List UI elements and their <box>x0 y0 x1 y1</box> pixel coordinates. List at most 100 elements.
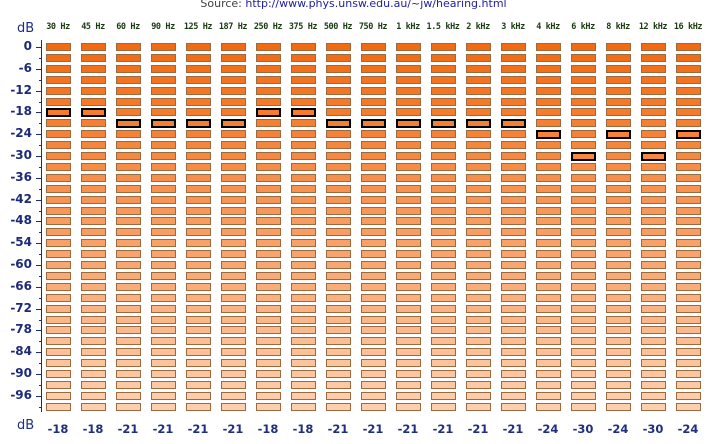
level-button[interactable] <box>536 119 561 128</box>
level-button[interactable] <box>221 304 246 313</box>
level-button[interactable] <box>361 370 386 378</box>
level-button[interactable] <box>641 228 666 237</box>
level-button[interactable] <box>361 206 386 215</box>
level-button[interactable] <box>186 326 211 335</box>
level-button-selected[interactable] <box>256 108 281 118</box>
level-button[interactable] <box>536 97 561 106</box>
level-button[interactable] <box>81 53 106 62</box>
level-button[interactable] <box>571 293 596 302</box>
level-button[interactable] <box>186 348 211 357</box>
level-button[interactable] <box>291 315 316 324</box>
level-button[interactable] <box>81 206 106 215</box>
level-button[interactable] <box>221 152 246 160</box>
level-button[interactable] <box>256 391 281 400</box>
level-button[interactable] <box>291 130 316 139</box>
level-button[interactable] <box>81 380 106 389</box>
level-button[interactable] <box>501 402 526 411</box>
level-button[interactable] <box>606 239 631 248</box>
level-button[interactable] <box>466 380 491 389</box>
level-button[interactable] <box>536 43 561 51</box>
level-button[interactable] <box>641 97 666 106</box>
level-button[interactable] <box>431 162 456 171</box>
level-button[interactable] <box>151 141 176 150</box>
level-button[interactable] <box>536 348 561 357</box>
level-button[interactable] <box>571 359 596 368</box>
level-button[interactable] <box>116 64 141 73</box>
level-button[interactable] <box>46 119 71 128</box>
level-button[interactable] <box>641 206 666 215</box>
level-button[interactable] <box>221 337 246 346</box>
level-button[interactable] <box>256 217 281 226</box>
level-button[interactable] <box>466 315 491 324</box>
level-button[interactable] <box>501 228 526 237</box>
level-button[interactable] <box>326 337 351 346</box>
level-button[interactable] <box>151 370 176 378</box>
level-button[interactable] <box>396 53 421 62</box>
level-button[interactable] <box>676 217 701 226</box>
level-button[interactable] <box>186 380 211 389</box>
level-button[interactable] <box>606 228 631 237</box>
level-button[interactable] <box>291 195 316 204</box>
level-button[interactable] <box>431 380 456 389</box>
level-button[interactable] <box>431 261 456 269</box>
level-button[interactable] <box>501 43 526 51</box>
source-link[interactable]: http://www.phys.unsw.edu.au/~jw/hearing.… <box>245 0 507 10</box>
level-button[interactable] <box>466 130 491 139</box>
level-button[interactable] <box>186 370 211 378</box>
level-button[interactable] <box>466 86 491 95</box>
level-button[interactable] <box>676 195 701 204</box>
level-button[interactable] <box>641 64 666 73</box>
level-button[interactable] <box>676 162 701 171</box>
level-button[interactable] <box>536 315 561 324</box>
level-button-selected[interactable] <box>606 130 631 140</box>
level-button[interactable] <box>221 348 246 357</box>
level-button[interactable] <box>431 326 456 335</box>
level-button[interactable] <box>256 228 281 237</box>
level-button[interactable] <box>641 173 666 182</box>
level-button[interactable] <box>676 108 701 117</box>
level-button[interactable] <box>256 304 281 313</box>
level-button-selected[interactable] <box>46 108 71 118</box>
level-button[interactable] <box>116 261 141 269</box>
level-button[interactable] <box>116 228 141 237</box>
level-button[interactable] <box>221 217 246 226</box>
level-button[interactable] <box>186 304 211 313</box>
level-button-selected[interactable] <box>326 119 351 129</box>
level-button[interactable] <box>256 271 281 280</box>
level-button[interactable] <box>571 326 596 335</box>
level-button[interactable] <box>361 282 386 291</box>
level-button-selected[interactable] <box>466 119 491 129</box>
level-button[interactable] <box>431 391 456 400</box>
level-button[interactable] <box>221 271 246 280</box>
level-button[interactable] <box>291 282 316 291</box>
level-button[interactable] <box>151 195 176 204</box>
level-button[interactable] <box>571 391 596 400</box>
level-button[interactable] <box>501 239 526 248</box>
level-button[interactable] <box>571 64 596 73</box>
level-button[interactable] <box>396 86 421 95</box>
level-button[interactable] <box>501 162 526 171</box>
level-button[interactable] <box>571 173 596 182</box>
level-button[interactable] <box>186 206 211 215</box>
level-button[interactable] <box>396 250 421 259</box>
level-button[interactable] <box>501 348 526 357</box>
level-button[interactable] <box>641 184 666 193</box>
level-button[interactable] <box>431 108 456 117</box>
level-button[interactable] <box>606 97 631 106</box>
level-button[interactable] <box>326 217 351 226</box>
level-button[interactable] <box>256 315 281 324</box>
level-button[interactable] <box>571 108 596 117</box>
level-button[interactable] <box>256 43 281 51</box>
level-button[interactable] <box>46 53 71 62</box>
level-button[interactable] <box>46 380 71 389</box>
level-button[interactable] <box>361 293 386 302</box>
level-button[interactable] <box>396 228 421 237</box>
level-button[interactable] <box>46 391 71 400</box>
level-button[interactable] <box>501 282 526 291</box>
level-button[interactable] <box>396 239 421 248</box>
level-button[interactable] <box>326 130 351 139</box>
level-button[interactable] <box>186 184 211 193</box>
level-button[interactable] <box>396 326 421 335</box>
level-button[interactable] <box>466 402 491 411</box>
level-button[interactable] <box>326 293 351 302</box>
